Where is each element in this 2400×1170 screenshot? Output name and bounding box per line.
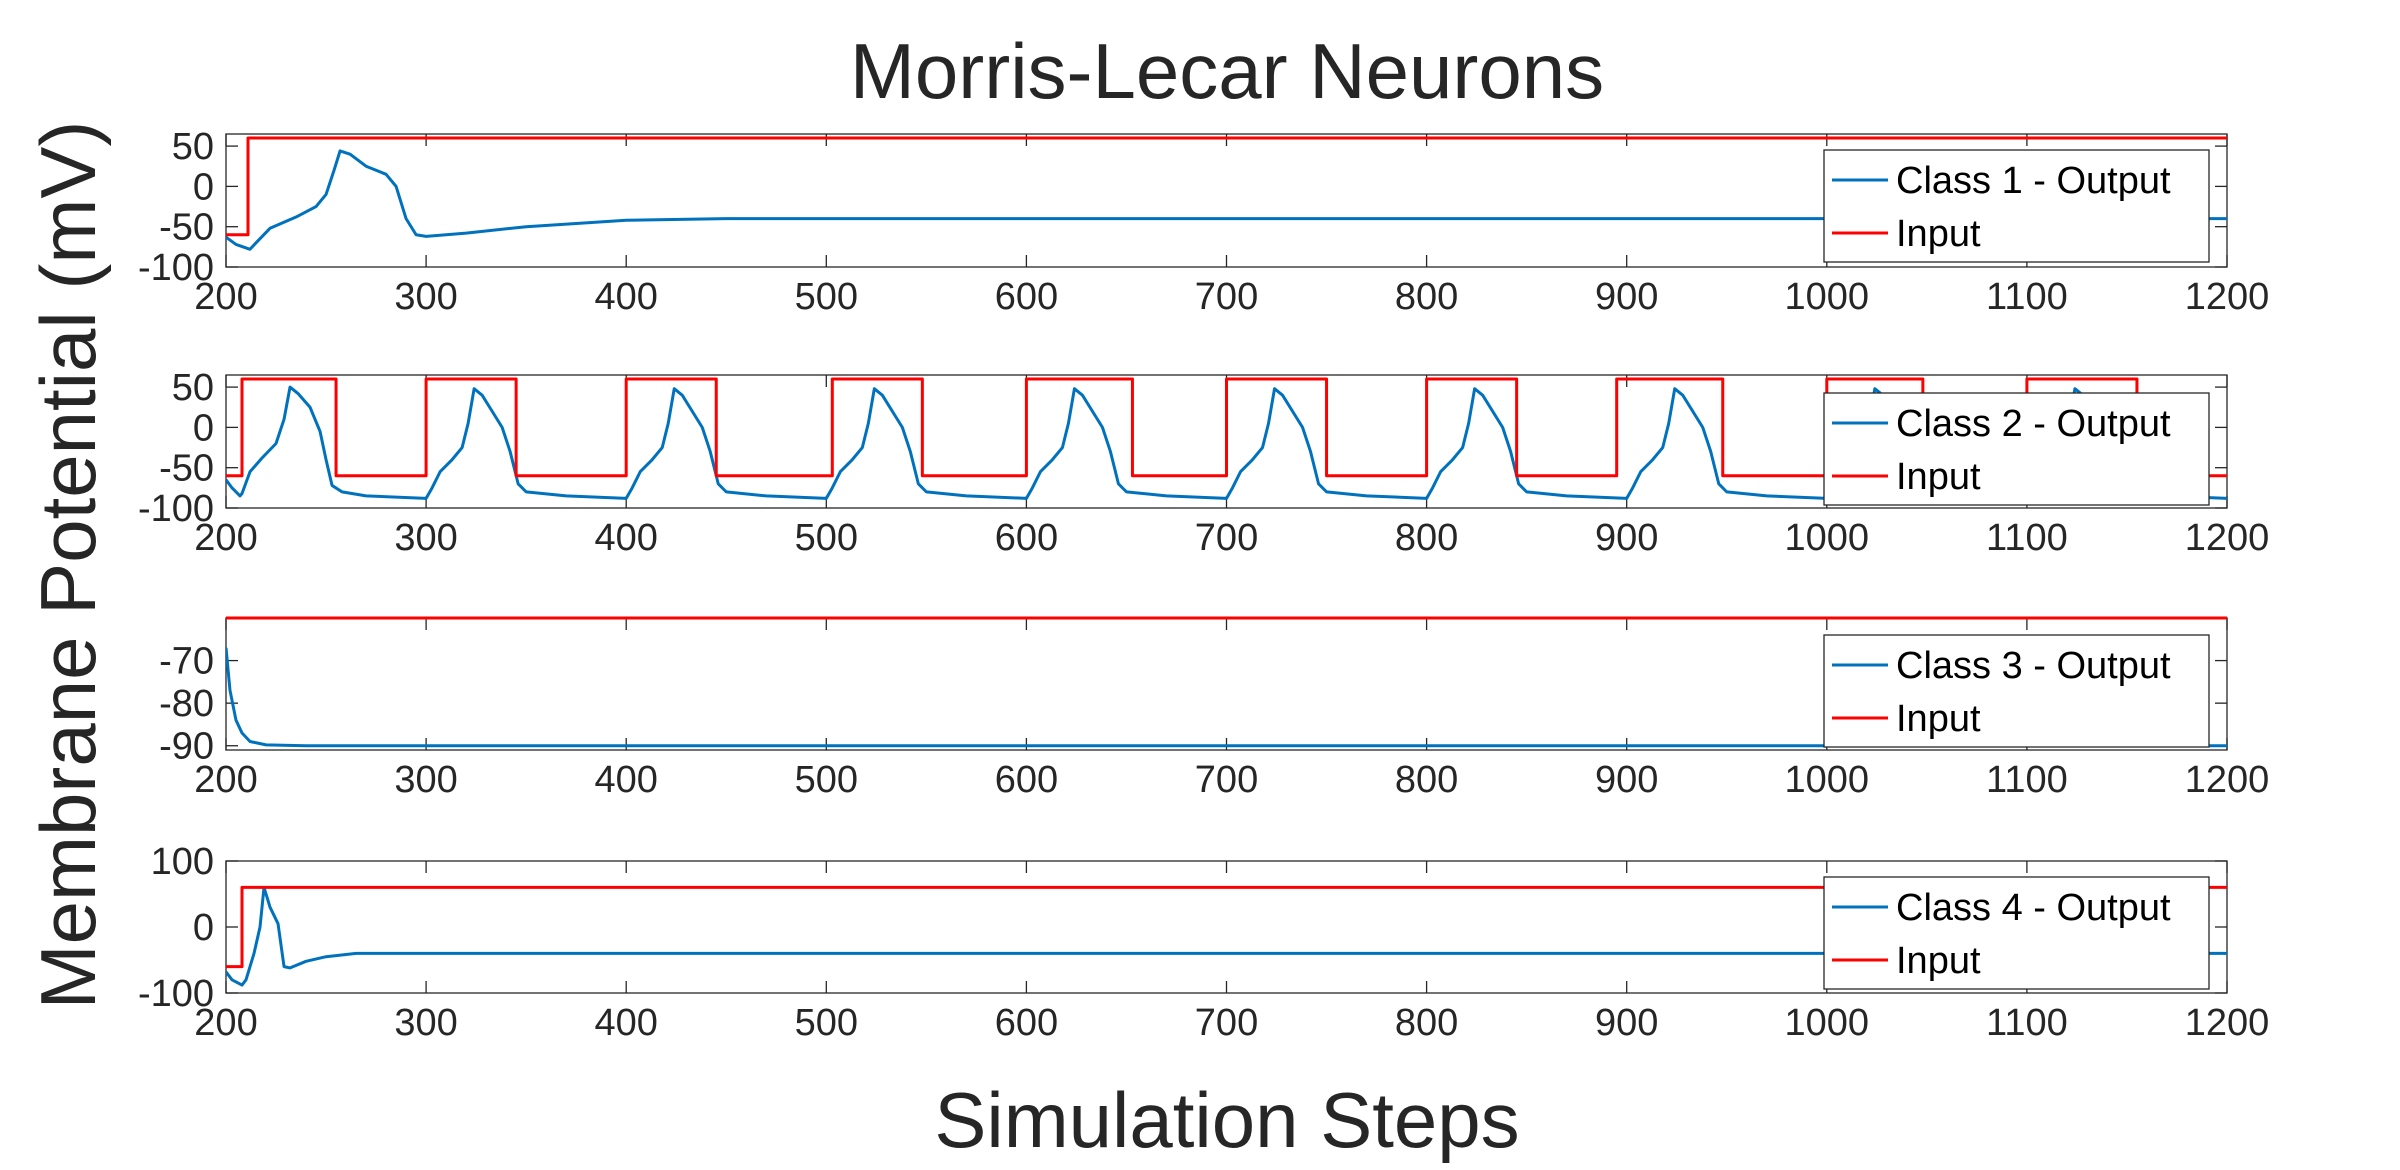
x-tick-label: 800	[1395, 276, 1458, 318]
legend-entry: Input	[1896, 456, 1981, 498]
series-line-output	[226, 647, 2227, 748]
x-tick-label: 1000	[1785, 759, 1870, 801]
x-tick-label: 800	[1395, 517, 1458, 559]
subplot-class-3: 200 300 400 500 600 700 800 900 1000 1100 1200-70-…	[159, 616, 2270, 801]
legend-entry: Class 3 - Output	[1896, 645, 2171, 687]
y-tick-label: -50	[159, 207, 214, 249]
legend: Class 4 - Output Input	[1823, 876, 2210, 990]
x-axis-label: Simulation Steps	[934, 1076, 1519, 1164]
legend: Class 1 - Output Input	[1823, 149, 2210, 263]
x-tick-label: 1000	[1785, 1002, 1870, 1044]
legend-entry: Input	[1896, 940, 1981, 982]
x-tick-label: 700	[1195, 276, 1258, 318]
x-tick-label: 300	[394, 276, 457, 318]
y-tick-label: -80	[159, 683, 214, 725]
legend-box	[1823, 149, 2210, 263]
x-tick-label: 900	[1595, 517, 1658, 559]
y-tick-label: 0	[193, 407, 214, 449]
x-tick-label: 400	[594, 276, 657, 318]
subplot-class-4: 200 300 400 500 600 700 800 900 1000 1100 12001000…	[138, 841, 2269, 1044]
x-tick-label: 1100	[1986, 517, 2068, 559]
x-tick-label: 800	[1395, 759, 1458, 801]
chart-title: Morris-Lecar Neurons	[850, 27, 1604, 115]
x-tick-label: 900	[1595, 759, 1658, 801]
x-tick-label: 1100	[1986, 276, 2068, 318]
y-tick-label: 100	[151, 841, 214, 883]
x-tick-label: 700	[1195, 759, 1258, 801]
subplot-class-1: 200 300 400 500 600 700 800 900 1000 1100 1200500-…	[138, 126, 2269, 318]
x-tick-label: 1200	[2185, 276, 2270, 318]
x-tick-label: 600	[995, 517, 1058, 559]
series-line-input	[226, 885, 2227, 969]
x-tick-label: 300	[394, 759, 457, 801]
legend-box	[1823, 392, 2210, 506]
x-tick-label: 1100	[1986, 759, 2068, 801]
legend-box	[1823, 876, 2210, 990]
series-line-output	[226, 885, 2227, 987]
series-line-output	[226, 149, 2227, 251]
x-tick-label: 200	[194, 276, 257, 318]
x-tick-label: 400	[594, 1002, 657, 1044]
x-tick-label: 700	[1195, 1002, 1258, 1044]
x-tick-label: 700	[1195, 517, 1258, 559]
x-tick-label: 600	[995, 759, 1058, 801]
y-tick-label: 0	[193, 166, 214, 208]
y-axis-label: Membrane Potential (mV)	[24, 121, 112, 1010]
x-tick-label: 1200	[2185, 517, 2270, 559]
legend-entry: Input	[1896, 213, 1981, 255]
x-tick-label: 200	[194, 1002, 257, 1044]
legend-box	[1823, 634, 2210, 748]
y-tick-label: -70	[159, 641, 214, 683]
x-tick-label: 800	[1395, 1002, 1458, 1044]
x-tick-label: 1100	[1986, 1002, 2068, 1044]
y-tick-label: 50	[172, 367, 214, 409]
series-line-input	[226, 136, 2227, 237]
subplots: 200 300 400 500 600 700 800 900 1000 1100 1200500-…	[138, 126, 2269, 1044]
subplot-class-2: 200 300 400 500 600 700 800 900 1000 1100 1200500-…	[138, 367, 2269, 559]
legend: Class 3 - Output Input	[1823, 634, 2210, 748]
legend: Class 2 - Output Input	[1823, 392, 2210, 506]
x-tick-label: 500	[795, 759, 858, 801]
x-tick-label: 500	[795, 1002, 858, 1044]
y-tick-label: -100	[138, 247, 214, 289]
legend-entry: Class 1 - Output	[1896, 160, 2171, 202]
x-tick-label: 300	[394, 517, 457, 559]
y-tick-label: -50	[159, 448, 214, 490]
x-tick-label: 1000	[1785, 276, 1870, 318]
x-tick-label: 500	[795, 517, 858, 559]
x-tick-label: 400	[594, 759, 657, 801]
x-tick-label: 500	[795, 276, 858, 318]
legend-entry: Class 4 - Output	[1896, 887, 2171, 929]
x-tick-label: 900	[1595, 1002, 1658, 1044]
x-tick-label: 400	[594, 517, 657, 559]
y-tick-label: -100	[138, 973, 214, 1015]
x-tick-label: 300	[394, 1002, 457, 1044]
x-tick-label: 600	[995, 276, 1058, 318]
x-tick-label: 200	[194, 517, 257, 559]
x-tick-label: 200	[194, 759, 257, 801]
x-tick-label: 1000	[1785, 517, 1870, 559]
legend-entry: Input	[1896, 698, 1981, 740]
y-tick-label: -90	[159, 726, 214, 768]
y-tick-label: -100	[138, 488, 214, 530]
x-tick-label: 1200	[2185, 1002, 2270, 1044]
series-line-input	[226, 377, 2227, 478]
legend-entry: Class 2 - Output	[1896, 403, 2171, 445]
x-tick-label: 600	[995, 1002, 1058, 1044]
x-tick-label: 1200	[2185, 759, 2270, 801]
x-tick-label: 900	[1595, 276, 1658, 318]
y-tick-label: 0	[193, 907, 214, 949]
y-tick-label: 50	[172, 126, 214, 168]
